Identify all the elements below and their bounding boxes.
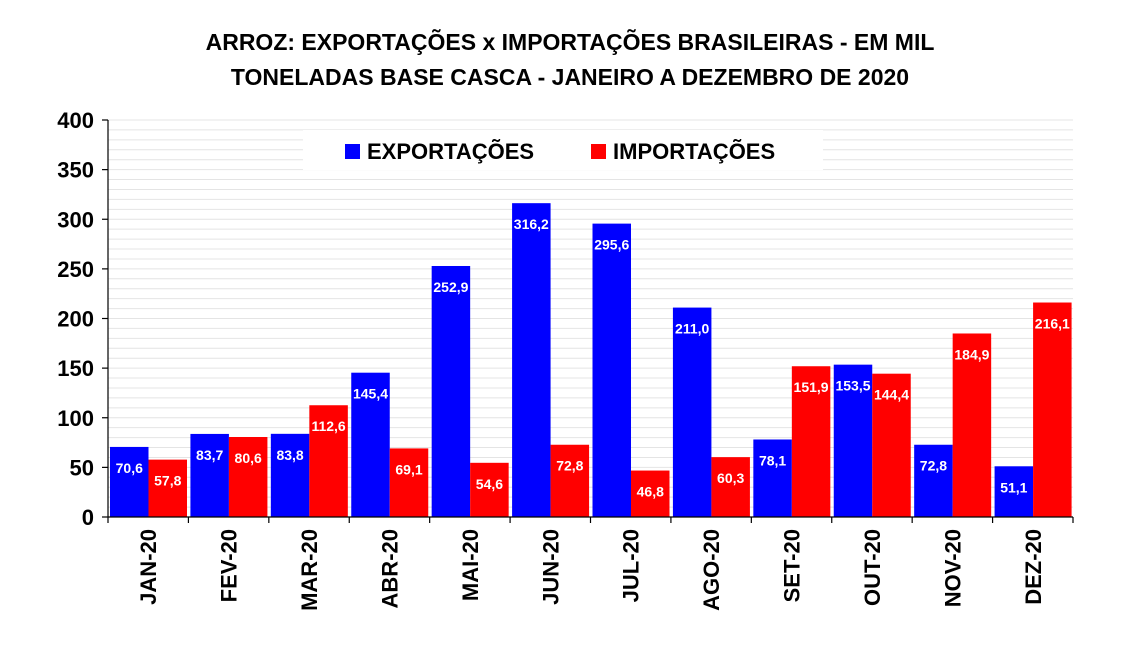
x-tick-label: SET-20 xyxy=(780,529,805,602)
bar-importacoes xyxy=(711,457,750,517)
data-label: 216,1 xyxy=(1035,316,1070,332)
x-tick-label: ABR-20 xyxy=(377,529,402,608)
bar-importacoes xyxy=(631,470,670,517)
legend-swatch xyxy=(591,144,606,159)
bar-exportacoes xyxy=(110,446,149,517)
bar-exportacoes xyxy=(914,444,953,517)
x-tick-label: OUT-20 xyxy=(860,529,885,606)
bar-exportacoes xyxy=(351,372,390,517)
gridlines xyxy=(108,119,1073,508)
bar-importacoes xyxy=(228,437,268,517)
data-label: 46,8 xyxy=(637,484,664,500)
x-axis-ticks: JAN-20 FEV-20 MAR-20 ABR-20 MAI-20 JUN-20 JUL-… xyxy=(107,517,1074,611)
y-tick-label: 200 xyxy=(57,307,94,332)
data-label: 184,9 xyxy=(954,346,989,362)
data-label: 151,9 xyxy=(794,379,829,395)
bar-exportacoes xyxy=(190,433,229,517)
legend-swatch xyxy=(345,144,360,159)
bar-exportacoes xyxy=(753,439,792,517)
x-tick-label: JAN-20 xyxy=(136,529,161,605)
x-tick-label: JUN-20 xyxy=(538,529,563,605)
data-label: 295,6 xyxy=(594,237,629,253)
x-tick-label: FEV-20 xyxy=(217,529,242,602)
x-tick-label: DEZ-20 xyxy=(1021,529,1046,605)
y-tick-label: 300 xyxy=(57,207,94,232)
bar-exportacoes xyxy=(994,466,1034,517)
bar-exportacoes xyxy=(431,265,471,517)
bar-importacoes xyxy=(389,448,429,517)
bar-exportacoes xyxy=(592,223,631,517)
data-label: 153,5 xyxy=(835,378,870,394)
data-label: 83,8 xyxy=(276,447,303,463)
y-tick-label: 250 xyxy=(57,257,94,282)
data-label: 51,1 xyxy=(1000,479,1027,495)
y-tick-label: 150 xyxy=(57,356,94,381)
data-label: 70,6 xyxy=(116,460,143,476)
data-label: 211,0 xyxy=(675,321,709,337)
bar-importacoes xyxy=(470,462,509,517)
bar-importacoes xyxy=(309,405,348,517)
bar-importacoes xyxy=(1033,302,1072,517)
data-label: 72,8 xyxy=(920,458,947,474)
bar-exportacoes xyxy=(833,364,873,517)
data-label: 80,6 xyxy=(235,450,262,466)
y-tick-label: 350 xyxy=(57,158,94,183)
data-label: 54,6 xyxy=(476,476,503,492)
x-tick-label: JUL-20 xyxy=(619,529,644,602)
data-label: 316,2 xyxy=(514,216,549,232)
bar-importacoes xyxy=(872,373,911,517)
data-label: 57,8 xyxy=(154,473,181,489)
bar-importacoes xyxy=(791,366,831,517)
data-label: 72,8 xyxy=(556,458,583,474)
legend-background xyxy=(303,130,823,170)
data-label: 252,9 xyxy=(433,279,468,295)
y-tick-label: 0 xyxy=(82,505,94,530)
bar-importacoes xyxy=(550,444,590,517)
x-tick-label: MAR-20 xyxy=(297,529,322,611)
data-label: 83,7 xyxy=(196,447,223,463)
legend-label: IMPORTAÇÕES xyxy=(613,139,775,164)
data-label: 60,3 xyxy=(717,470,744,486)
data-label: 144,4 xyxy=(874,387,909,403)
data-label: 78,1 xyxy=(759,452,786,468)
x-tick-label: NOV-20 xyxy=(940,529,965,607)
bar-importacoes xyxy=(952,333,992,517)
legend-label: EXPORTAÇÕES xyxy=(367,139,534,164)
x-tick-label: MAI-20 xyxy=(458,529,483,601)
bar-exportacoes xyxy=(672,307,712,517)
legend: EXPORTAÇÕES IMPORTAÇÕES xyxy=(303,130,823,170)
data-label: 112,6 xyxy=(311,418,345,434)
x-tick-label: AGO-20 xyxy=(699,529,724,611)
bars xyxy=(110,203,1072,517)
data-label: 145,4 xyxy=(353,386,388,402)
data-label: 69,1 xyxy=(395,461,422,477)
chart-title-line-1: ARROZ: EXPORTAÇÕES x IMPORTAÇÕES BRASILE… xyxy=(206,28,935,55)
bar-importacoes xyxy=(148,459,187,517)
bar-exportacoes xyxy=(512,203,551,517)
bar-exportacoes xyxy=(270,433,310,517)
y-axis-ticks: 0 50 100 150 200 250 300 350 400 xyxy=(57,108,108,530)
chart-title-line-2: TONELADAS BASE CASCA - JANEIRO A DEZEMBR… xyxy=(231,64,909,90)
y-tick-label: 50 xyxy=(70,455,94,480)
y-tick-label: 400 xyxy=(57,108,94,133)
data-labels: 70,6 57,8 83,7 80,6 83,8 112,6 145,4 69,1 252,9 5… xyxy=(116,216,1070,499)
y-tick-label: 100 xyxy=(57,406,94,431)
